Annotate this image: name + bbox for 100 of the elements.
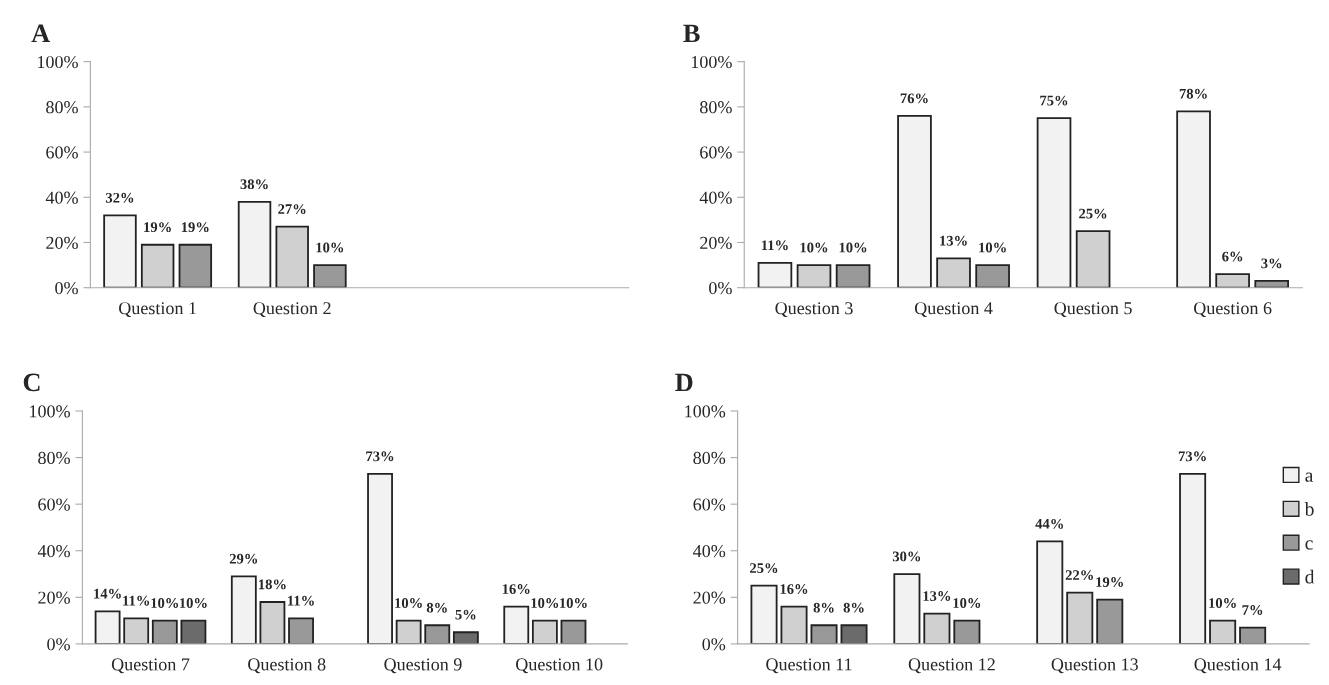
bar	[1075, 230, 1111, 288]
bar	[1215, 273, 1250, 288]
bar	[395, 619, 422, 644]
data-label: 19%	[1096, 577, 1123, 588]
x-tick-label: Question 7	[111, 658, 190, 674]
bar	[923, 612, 951, 644]
data-label: 73%	[366, 451, 394, 462]
bar	[140, 243, 175, 288]
bar	[893, 573, 921, 644]
chart-title: C	[23, 373, 40, 392]
bar	[288, 617, 314, 644]
y-tick-label: 60%	[700, 146, 732, 159]
y-tick-label: 100%	[685, 405, 726, 418]
data-label: 11%	[123, 595, 150, 606]
y-tick-label: 80%	[38, 451, 70, 465]
x-tick-label: Question 4	[914, 302, 993, 318]
data-label: 3%	[1261, 258, 1282, 269]
y-tick-label: 40%	[699, 191, 732, 204]
data-label: 10%	[151, 598, 179, 608]
x-tick-label: Question 8	[248, 658, 326, 674]
y-tick-label: 40%	[45, 191, 78, 204]
bar	[835, 264, 871, 288]
bar	[953, 619, 981, 644]
bar	[1209, 619, 1237, 644]
y-tick-label: 100%	[691, 55, 732, 69]
legend-label: c	[1305, 540, 1313, 550]
bar	[975, 264, 1010, 288]
data-label: 76%	[900, 93, 928, 104]
bar	[1036, 117, 1072, 288]
data-label: 16%	[780, 584, 808, 594]
y-tick-label: 20%	[693, 591, 726, 604]
bar	[810, 624, 838, 644]
bar	[1179, 472, 1207, 644]
bar	[103, 214, 137, 288]
bar	[796, 264, 832, 288]
legend-label: b	[1304, 502, 1314, 516]
data-label: 11%	[288, 595, 314, 606]
data-label: 10%	[395, 598, 422, 608]
bar	[94, 610, 121, 644]
x-tick-label: Question 14	[1194, 658, 1282, 674]
data-label: 10%	[180, 598, 207, 608]
data-label: 10%	[531, 598, 559, 608]
data-label: 10%	[1209, 598, 1236, 608]
data-label: 16%	[502, 584, 530, 594]
bar	[1254, 280, 1290, 288]
bar	[313, 264, 347, 288]
y-tick-label: 80%	[700, 101, 732, 114]
data-label: 8%	[843, 602, 864, 613]
bar	[1176, 110, 1211, 288]
bar	[1239, 626, 1267, 644]
data-label: 13%	[923, 591, 951, 601]
data-label: 18%	[259, 579, 286, 590]
x-tick-label: Question 13	[1051, 658, 1138, 674]
data-label: 78%	[1179, 88, 1207, 99]
legend-label: a	[1305, 472, 1314, 482]
bar	[237, 200, 272, 288]
data-label: 19%	[144, 222, 171, 233]
data-label: 7%	[1242, 605, 1263, 615]
x-tick-label: Question 2	[253, 302, 331, 318]
data-label: 27%	[278, 204, 306, 215]
bar	[424, 624, 451, 644]
data-label: 10%	[979, 242, 1006, 253]
y-tick-label: 60%	[46, 146, 78, 159]
data-label: 10%	[560, 598, 587, 608]
x-tick-label: Question 3	[775, 302, 853, 318]
x-tick-label: Question 9	[384, 658, 462, 674]
y-tick-label: 40%	[37, 545, 70, 558]
x-tick-label: Question 11	[766, 658, 852, 674]
y-tick-label: 20%	[38, 591, 70, 604]
data-label: 38%	[240, 179, 268, 190]
data-label: 13%	[940, 235, 967, 246]
data-label: 11%	[761, 240, 788, 251]
data-label: 19%	[181, 222, 209, 233]
bar	[123, 617, 150, 644]
x-tick-label: Question 5	[1054, 302, 1132, 318]
y-tick-label: 40%	[693, 545, 726, 558]
chart-title: D	[675, 373, 693, 392]
y-tick-label: 100%	[38, 55, 78, 69]
bar	[275, 225, 309, 288]
bar	[531, 619, 558, 644]
x-tick-label: Question 10	[516, 658, 603, 674]
data-label: 10%	[839, 242, 867, 253]
data-label: 29%	[229, 553, 258, 564]
y-tick-label: 20%	[46, 236, 78, 249]
bar	[151, 619, 178, 644]
bar	[452, 631, 479, 644]
bar	[230, 575, 257, 644]
data-label: 6%	[1222, 251, 1243, 262]
data-label: 25%	[750, 563, 778, 574]
bar	[259, 601, 286, 644]
data-label: 10%	[953, 598, 981, 608]
y-tick-label: 100%	[30, 405, 70, 418]
chart-title: A	[31, 24, 51, 43]
data-label: 25%	[1079, 208, 1107, 219]
y-tick-label: 0%	[47, 638, 70, 651]
bar	[367, 472, 393, 644]
bar	[897, 114, 932, 288]
bar	[180, 619, 207, 644]
bar	[757, 261, 793, 288]
bar	[178, 243, 213, 288]
